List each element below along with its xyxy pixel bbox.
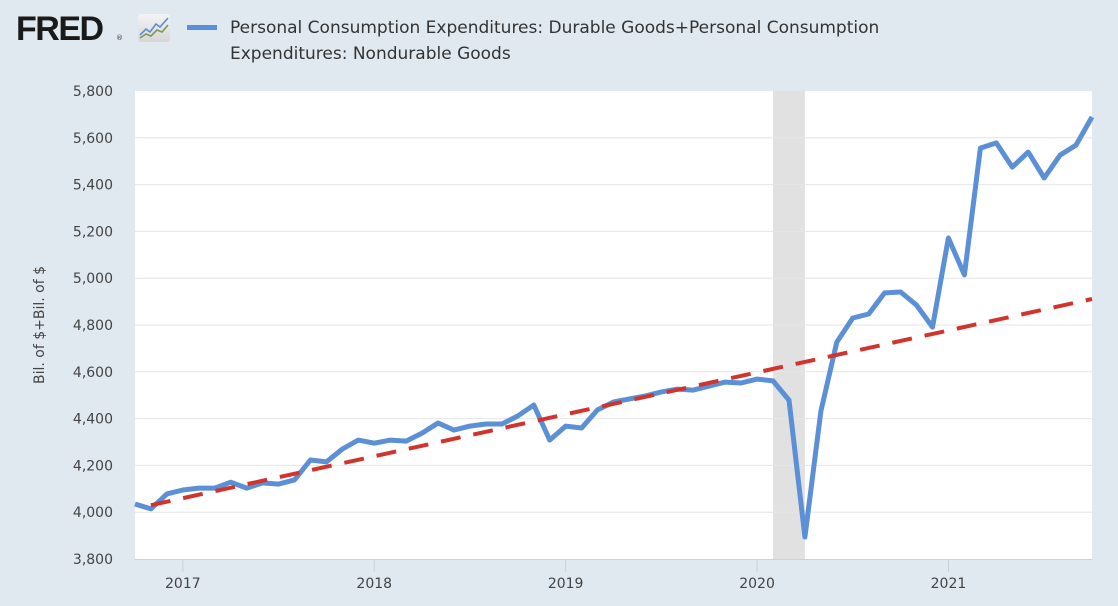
data-point[interactable] [850,315,855,320]
data-point[interactable] [802,535,807,540]
data-point[interactable] [834,340,839,345]
data-point[interactable] [946,235,951,240]
data-point[interactable] [531,403,536,408]
legend-label[interactable]: Personal Consumption Expenditures: Durab… [230,18,880,64]
data-point[interactable] [196,486,201,491]
data-point[interactable] [324,459,329,464]
data-point[interactable] [228,480,233,485]
y-tick-label: 5,800 [73,84,113,100]
data-point[interactable] [420,431,425,436]
x-tick-label: 2017 [165,576,201,592]
x-tick-label: 2019 [548,576,584,592]
data-point[interactable] [276,482,281,487]
data-point[interactable] [308,458,313,463]
x-tick-label: 2021 [931,576,967,592]
data-point[interactable] [914,303,919,308]
x-tick-label: 2018 [356,576,392,592]
chart-header: FRED ® Personal Consumption Expenditures… [0,0,1118,80]
registered-mark: ® [116,34,123,42]
data-point[interactable] [898,290,903,295]
data-point[interactable] [452,428,457,433]
data-point[interactable] [771,378,776,383]
data-point[interactable] [723,380,728,385]
y-tick-label: 5,400 [73,178,113,194]
data-point[interactable] [164,491,169,496]
data-point[interactable] [563,424,568,429]
data-point[interactable] [388,438,393,443]
data-point[interactable] [244,486,249,491]
data-point[interactable] [515,414,520,419]
y-tick-label: 4,000 [73,505,113,521]
y-tick-label: 5,000 [73,271,113,287]
data-point[interactable] [1074,143,1079,148]
data-point[interactable] [1058,153,1063,158]
data-point[interactable] [627,396,632,401]
data-point[interactable] [499,421,504,426]
data-point[interactable] [467,424,472,429]
data-point[interactable] [292,477,297,482]
y-tick-label: 5,600 [73,131,113,147]
data-point[interactable] [180,487,185,492]
y-tick-label: 4,600 [73,365,113,381]
data-point[interactable] [1026,150,1031,155]
data-point[interactable] [994,140,999,145]
data-point[interactable] [148,506,153,511]
data-point[interactable] [1090,114,1095,119]
legend-swatch-series [187,25,217,30]
data-point[interactable] [978,146,983,151]
data-point[interactable] [133,502,138,507]
data-point[interactable] [882,290,887,295]
y-tick-label: 3,800 [73,552,113,568]
trend-line [150,297,1093,508]
y-tick-label: 5,200 [73,224,113,240]
y-tick-label: 4,200 [73,458,113,474]
data-point[interactable] [356,438,361,443]
data-point[interactable] [755,377,760,382]
data-point[interactable] [691,388,696,393]
fred-logo[interactable]: FRED [16,10,104,48]
data-point[interactable] [930,325,935,330]
data-point[interactable] [340,447,345,452]
data-point[interactable] [866,312,871,317]
data-point[interactable] [595,407,600,412]
data-point[interactable] [962,272,967,277]
data-point[interactable] [1042,176,1047,181]
data-point[interactable] [372,441,377,446]
y-tick-label: 4,400 [73,412,113,428]
data-point[interactable] [739,381,744,386]
data-point[interactable] [436,421,441,426]
data-point[interactable] [547,438,552,443]
data-point[interactable] [818,409,823,414]
data-point[interactable] [404,439,409,444]
y-tick-label: 4,800 [73,318,113,334]
x-tick-label: 2020 [739,576,775,592]
line-chart-icon [138,14,170,42]
data-point[interactable] [579,425,584,430]
data-point[interactable] [1010,165,1015,170]
data-point[interactable] [786,398,791,403]
data-point[interactable] [659,389,664,394]
data-point[interactable] [483,421,488,426]
